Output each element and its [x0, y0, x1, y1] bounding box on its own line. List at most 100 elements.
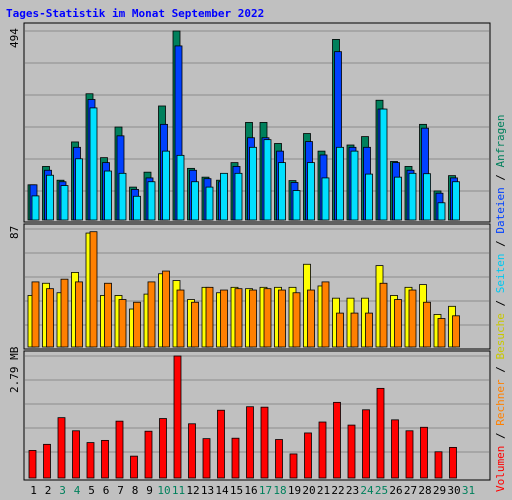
bar-seiten-day-11	[176, 154, 185, 221]
x-tick-day-23: 23	[346, 484, 359, 497]
visits-panel-frame	[23, 223, 491, 350]
bar-seiten-day-23	[350, 150, 359, 221]
bar-rechner-day-26	[394, 299, 402, 348]
bar-seiten-day-22	[336, 146, 344, 221]
x-tick-day-16: 16	[244, 484, 257, 497]
bar-volumen-day-11	[173, 355, 182, 479]
bar-rechner-day-1	[31, 281, 40, 348]
legend-volumen: Volumen	[494, 446, 507, 492]
x-tick-day-29: 29	[433, 484, 446, 497]
bar-rechner-day-16	[249, 289, 257, 348]
x-tick-day-30: 30	[447, 484, 460, 497]
legend-sep-5: /	[494, 167, 507, 180]
x-tick-day-19: 19	[288, 484, 301, 497]
x-tick-day-6: 6	[103, 484, 110, 497]
bar-seiten-day-1	[31, 195, 40, 221]
bar-seiten-day-9	[147, 181, 156, 221]
bar-volumen-day-7	[115, 420, 124, 479]
x-tick-day-24: 24	[360, 484, 374, 497]
bar-rechner-day-12	[191, 301, 199, 348]
x-tick-day-14: 14	[215, 484, 229, 497]
x-tick-day-8: 8	[132, 484, 139, 497]
chart-title: Tages-Statistik im Monat September 2022	[6, 7, 264, 20]
bar-rechner-day-20	[307, 289, 315, 348]
x-tick-day-25: 25	[375, 484, 388, 497]
bar-volumen-day-29	[434, 451, 443, 479]
bar-volumen-day-10	[159, 418, 167, 479]
bar-volumen-day-17	[260, 406, 269, 479]
bar-seiten-day-3	[60, 185, 69, 221]
x-tick-day-26: 26	[389, 484, 402, 497]
bar-volumen-day-18	[275, 439, 283, 479]
bar-seiten-day-20	[307, 162, 315, 221]
legend-sep-4: /	[494, 234, 507, 247]
bar-rechner-day-25	[379, 282, 388, 348]
bar-volumen-day-2	[43, 443, 51, 479]
bar-volumen-day-21	[318, 421, 327, 479]
legend-seiten: Seiten	[494, 254, 507, 294]
bar-volumen-day-20	[304, 432, 312, 479]
bar-volumen-day-19	[289, 453, 298, 479]
bar-volumen-day-9	[144, 430, 153, 479]
x-tick-day-7: 7	[117, 484, 124, 497]
bar-rechner-day-8	[133, 301, 141, 348]
bar-volumen-day-28	[420, 426, 428, 479]
bar-rechner-day-13	[205, 286, 214, 348]
bar-rechner-day-27	[408, 289, 417, 348]
x-tick-day-22: 22	[331, 484, 344, 497]
legend-dateien: Dateien	[494, 187, 507, 233]
legend-sep-3: /	[494, 293, 507, 306]
x-tick-day-2: 2	[45, 484, 52, 497]
bar-volumen-day-14	[217, 409, 225, 479]
legend-rechner: Rechner	[494, 379, 507, 426]
requests-ymax-label: 494	[8, 28, 21, 48]
bar-volumen-day-16	[246, 406, 254, 479]
bar-seiten-day-27	[408, 172, 417, 221]
bar-rechner-day-6	[104, 282, 112, 348]
bar-rechner-day-10	[162, 270, 170, 348]
bar-volumen-day-4	[72, 430, 80, 479]
bar-seiten-day-13	[205, 186, 214, 221]
bar-rechner-day-22	[336, 312, 344, 348]
bar-seiten-day-15	[234, 172, 243, 221]
x-tick-day-13: 13	[201, 484, 214, 497]
bar-volumen-day-15	[231, 437, 240, 479]
bar-seiten-day-8	[133, 195, 141, 221]
legend-besuche: Besuche	[494, 313, 507, 359]
bars-layer	[27, 30, 460, 479]
bar-rechner-day-3	[60, 278, 69, 348]
bar-rechner-day-18	[278, 289, 286, 348]
bar-volumen-day-25	[376, 387, 385, 479]
x-tick-day-27: 27	[404, 484, 417, 497]
legend-sep-2: /	[494, 360, 507, 373]
bar-seiten-day-2	[46, 174, 54, 221]
x-tick-day-15: 15	[230, 484, 243, 497]
x-tick-day-1: 1	[30, 484, 37, 497]
x-axis-labels: 1 2 3 4 5 6 7 8 9 10 11 12 13 14 15 16 17 18 19 20 21 22 23 24 2…	[30, 484, 475, 497]
bar-volumen-day-8	[130, 455, 138, 479]
bar-rechner-day-9	[147, 281, 156, 348]
bar-rechner-day-29	[437, 318, 446, 348]
bar-volumen-day-12	[188, 423, 196, 479]
bar-seiten-day-25	[379, 108, 388, 221]
requests-panel-frame	[23, 22, 491, 223]
bar-volumen-day-1	[28, 450, 37, 479]
x-tick-day-3: 3	[59, 484, 66, 497]
x-tick-day-11: 11	[172, 484, 185, 497]
bar-seiten-day-24	[365, 173, 373, 221]
bar-rechner-day-23	[350, 312, 359, 348]
bar-rechner-day-4	[75, 281, 83, 348]
bar-seiten-day-26	[394, 176, 402, 221]
bar-rechner-day-30	[452, 315, 460, 348]
bar-volumen-day-5	[86, 442, 95, 479]
x-tick-day-5: 5	[88, 484, 95, 497]
bar-volumen-day-6	[101, 439, 109, 479]
bar-seiten-day-17	[263, 139, 272, 221]
bar-seiten-day-12	[191, 181, 199, 221]
x-tick-day-28: 28	[418, 484, 431, 497]
bar-rechner-day-2	[46, 288, 54, 348]
bar-rechner-day-11	[176, 289, 185, 348]
legend-text: Volumen / Rechner / Besuche / Seiten / D…	[494, 114, 507, 492]
bar-rechner-day-14	[220, 289, 228, 348]
